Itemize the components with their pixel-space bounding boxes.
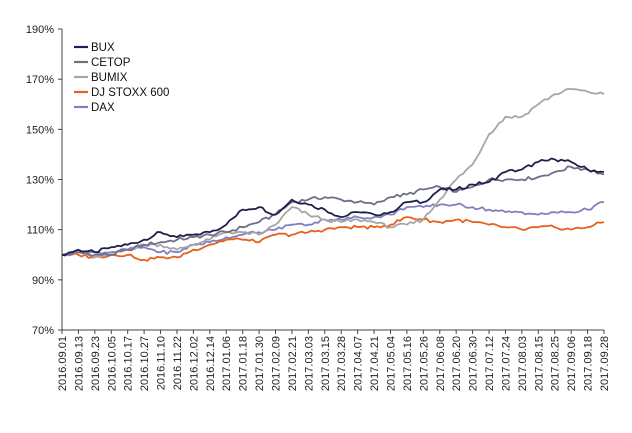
y-tick-label: 190% (26, 24, 54, 36)
x-tick-label: 2017.02.21 (287, 336, 299, 391)
x-tick-label: 2017.06.20 (451, 336, 463, 391)
x-tick-label: 2017.05.16 (402, 336, 414, 391)
x-tick-label: 2017.01.18 (238, 336, 250, 391)
x-tick-label: 2017.08.03 (517, 336, 529, 391)
legend-label: DJ STOXX 600 (91, 87, 169, 99)
y-tick-label: 110% (27, 225, 55, 237)
x-tick-label: 2016.12.14 (205, 336, 217, 391)
x-tick-label: 2016.09.13 (73, 336, 85, 391)
x-tick-label: 2016.12.02 (188, 336, 200, 391)
x-tick-label: 2017.03.03 (303, 336, 315, 391)
x-tick-label: 2017.06.08 (435, 336, 447, 391)
series-line-bux (61, 157, 605, 257)
x-tick-label: 2017.08.25 (550, 336, 562, 391)
y-tick-label: 90% (32, 275, 54, 287)
x-tick-label: 2016.09.01 (57, 336, 69, 391)
series-lines (61, 87, 605, 262)
x-tick-label: 2017.06.30 (468, 336, 480, 391)
x-tick-label: 2017.02.09 (271, 336, 283, 391)
x-tick-label: 2016.11.22 (172, 336, 184, 390)
y-tick-label: 70% (32, 325, 54, 337)
legend-label: DAX (91, 102, 115, 114)
series-line-cetop (61, 165, 605, 257)
legend-label: CETOP (91, 57, 131, 69)
series-line-dj-stoxx-600 (61, 216, 605, 262)
x-tick-label: 2017.04.21 (369, 336, 381, 391)
x-tick-label: 2016.10.17 (123, 336, 135, 391)
x-tick-label: 2017.01.30 (254, 336, 266, 391)
x-tick-label: 2016.11.10 (156, 336, 168, 390)
x-tick-label: 2017.07.24 (500, 336, 512, 391)
y-tick-label: 170% (26, 74, 54, 86)
legend: BUX CETOP BUMIX DJ STOXX 600 DAX (74, 42, 169, 114)
x-tick-label: 2017.09.28 (599, 336, 611, 391)
x-tick-label: 2017.05.04 (385, 336, 397, 391)
x-tick-label: 2017.08.15 (533, 336, 545, 391)
x-tick-label: 2017.09.18 (583, 336, 595, 391)
x-tick-label: 2017.03.15 (320, 336, 332, 391)
legend-label: BUX (91, 42, 115, 54)
x-tick-label: 2017.03.28 (336, 336, 348, 391)
x-tick-label: 2017.07.12 (484, 336, 496, 391)
y-tick-label: 130% (26, 175, 54, 187)
x-tick-label: 2016.10.05 (106, 336, 118, 391)
legend-label: BUMIX (91, 72, 128, 84)
x-tick-label: 2017.01.06 (221, 336, 233, 391)
x-tick-label: 2016.10.27 (139, 336, 151, 391)
series-line-bumix (61, 87, 605, 259)
x-tick-label: 2016.09.23 (90, 336, 102, 391)
x-axis: 2016.09.01 2016.09.13 2016.09.23 2016.10.05… (57, 329, 611, 391)
y-tick-label: 150% (26, 124, 54, 136)
x-tick-label: 2017.09.06 (566, 336, 578, 391)
x-tick-label: 2017.05.26 (418, 336, 430, 391)
y-axis: 70% 90% 110% 130% 150% 170% 190% (26, 24, 63, 337)
x-tick-label: 2017.04.07 (353, 336, 365, 391)
